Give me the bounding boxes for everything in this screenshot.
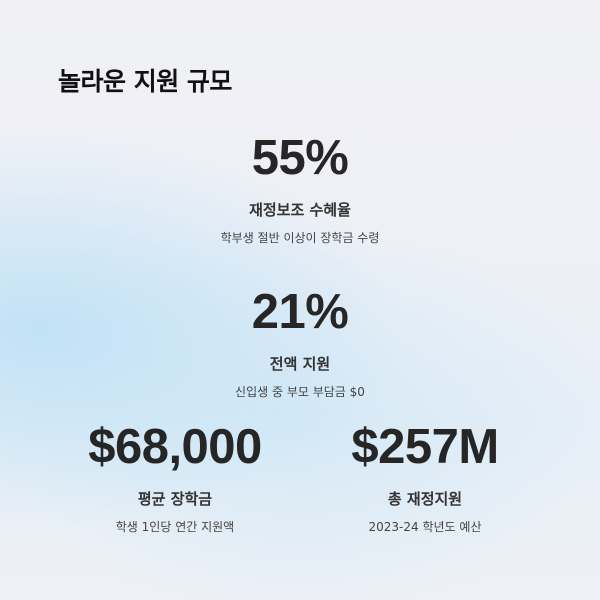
stat-description: 2023-24 학년도 예산: [368, 520, 482, 534]
stat-aid-rate: 55% 재정보조 수혜율 학부생 절반 이상이 장학금 수령: [150, 130, 450, 246]
stat-value: $257M: [351, 420, 499, 474]
stat-value: $68,000: [88, 420, 262, 474]
stat-label: 총 재정지원: [387, 490, 463, 508]
stat-description: 학생 1인당 연간 지원액: [115, 520, 235, 534]
stat-description: 신입생 중 부모 부담금 $0: [235, 385, 365, 399]
page-title: 놀라운 지원 규모: [58, 67, 232, 96]
stat-label: 재정보조 수혜율: [249, 201, 351, 219]
stat-value: 21%: [251, 285, 349, 339]
stat-average-scholarship: $68,000 평균 장학금 학생 1인당 연간 지원액: [25, 419, 325, 535]
stat-label: 평균 장학금: [137, 490, 213, 508]
stat-value: 55%: [251, 131, 349, 185]
stat-label: 전액 지원: [269, 355, 331, 373]
stat-full-support: 21% 전액 지원 신입생 중 부모 부담금 $0: [150, 284, 450, 400]
stat-total-aid: $257M 총 재정지원 2023-24 학년도 예산: [275, 419, 575, 535]
stat-description: 학부생 절반 이상이 장학금 수령: [220, 231, 380, 245]
